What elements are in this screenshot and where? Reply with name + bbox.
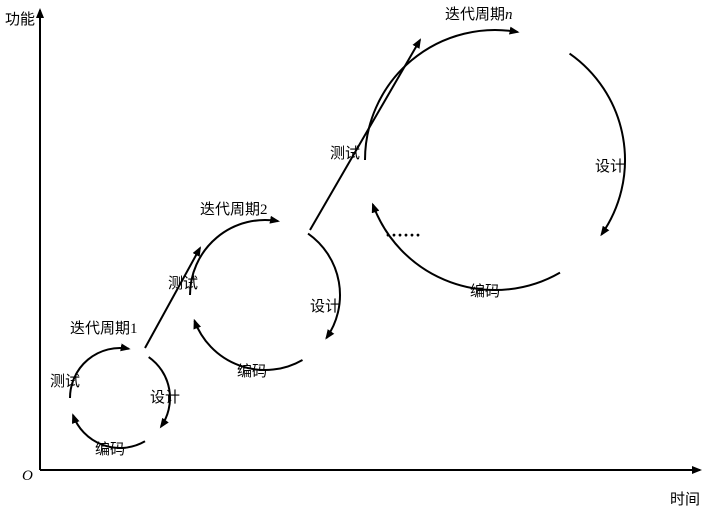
cycle3-test-label: 测试 (330, 142, 360, 163)
cycle1-code-label: 编码 (95, 438, 125, 459)
cycle3-design-label: 设计 (595, 155, 625, 176)
cycle2-code-label: 编码 (237, 360, 267, 381)
cycle-title-3: 迭代周期n (445, 3, 513, 24)
cycle2-test-label: 测试 (168, 272, 198, 293)
cycle3-code-label: 编码 (470, 280, 500, 301)
diagram-container: 功能时间O······迭代周期1测试设计编码迭代周期2测试设计编码迭代周期n测试… (0, 0, 713, 506)
diagram-svg (0, 0, 713, 506)
ellipsis: ······ (385, 225, 421, 246)
origin-label: O (22, 468, 33, 485)
cycle1-test-label: 测试 (50, 370, 80, 391)
cycle-title-1: 迭代周期1 (70, 317, 138, 338)
y-axis-label: 功能 (5, 8, 35, 29)
cycle-title-2: 迭代周期2 (200, 198, 268, 219)
cycle1-design-label: 设计 (150, 386, 180, 407)
cycle2-design-label: 设计 (310, 295, 340, 316)
